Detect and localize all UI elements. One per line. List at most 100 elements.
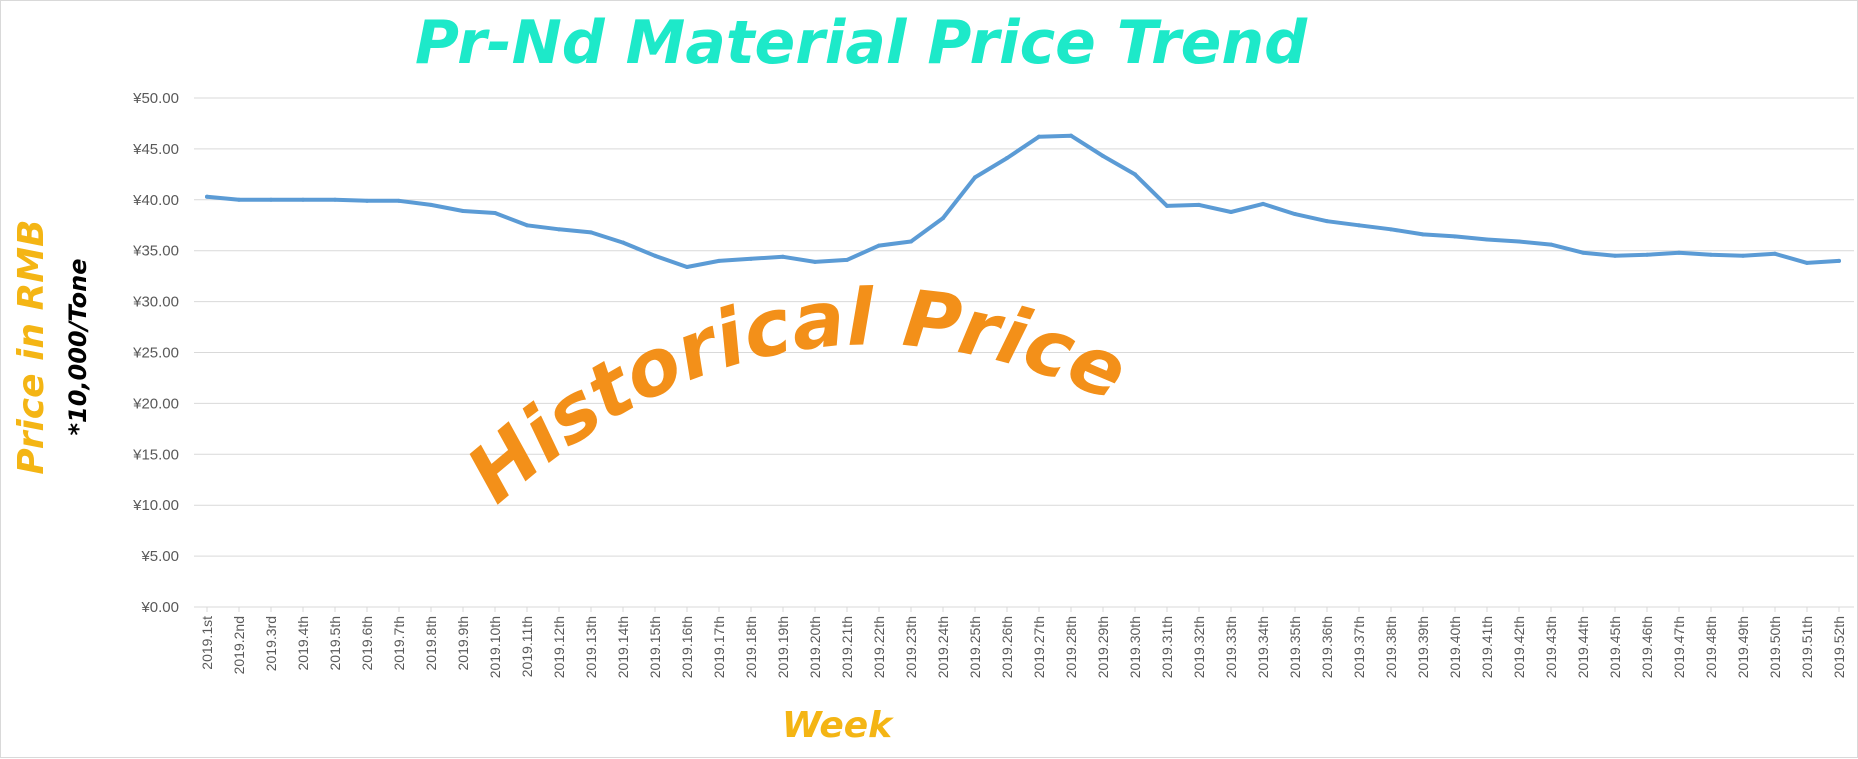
data-point: [557, 227, 561, 232]
series-layer: [205, 133, 1841, 269]
data-point: [301, 197, 305, 202]
y-tick-label: ¥35.00: [132, 243, 179, 260]
data-point: [1133, 172, 1137, 177]
data-point: [365, 198, 369, 203]
data-point: [621, 240, 625, 245]
x-tick-label: 2019.35th: [1287, 616, 1303, 678]
x-tick-label: 2019.48th: [1703, 616, 1719, 678]
x-tick-label: 2019.26th: [999, 616, 1015, 678]
x-tick-label: 2019.45th: [1607, 616, 1623, 678]
x-tick-label: 2019.36th: [1319, 616, 1335, 678]
x-tick-label: 2019.6th: [359, 616, 375, 671]
data-point: [717, 258, 721, 263]
data-point: [237, 197, 241, 202]
data-point: [525, 223, 529, 228]
data-point: [1037, 134, 1041, 139]
data-point: [1005, 156, 1009, 161]
data-point: [877, 243, 881, 248]
data-point: [1645, 252, 1649, 257]
x-tick-label: 2019.11th: [519, 616, 535, 677]
data-point: [205, 194, 209, 199]
x-tick-label: 2019.32th: [1191, 616, 1207, 678]
y-axis-ticks: ¥0.00 ¥5.00 ¥10.00 ¥15.00 ¥20.00 ¥25.00 ¥30.00…: [132, 90, 179, 616]
y-tick-label: ¥5.00: [140, 548, 179, 565]
data-point: [1197, 202, 1201, 207]
x-tick-label: 2019.18th: [743, 616, 759, 678]
y-axis-unit: *10,000/Tone: [64, 258, 92, 435]
data-point: [1613, 253, 1617, 258]
x-tick-label: 2019.33th: [1223, 616, 1239, 678]
x-tick-label: 2019.1st: [199, 616, 215, 670]
data-point: [1805, 260, 1809, 265]
data-point: [1741, 253, 1745, 258]
data-point: [781, 254, 785, 259]
data-point: [461, 208, 465, 213]
x-tick-label: 2019.37th: [1351, 616, 1367, 678]
y-tick-label: ¥10.00: [132, 497, 179, 514]
x-tick-label: 2019.40th: [1447, 616, 1463, 678]
x-tick-label: 2019.47th: [1671, 616, 1687, 678]
data-point: [685, 264, 689, 269]
y-tick-label: ¥50.00: [132, 90, 179, 107]
data-point: [1581, 250, 1585, 255]
x-tick-label: 2019.28th: [1063, 616, 1079, 678]
y-tick-label: ¥20.00: [132, 395, 179, 412]
x-tick-label: 2019.3rd: [263, 616, 279, 671]
x-tick-label: 2019.7th: [391, 616, 407, 671]
data-point: [1677, 250, 1681, 255]
x-tick-label: 2019.44th: [1575, 616, 1591, 678]
x-tick-label: 2019.5th: [327, 616, 343, 671]
data-point: [429, 202, 433, 207]
data-point: [1325, 219, 1329, 224]
x-tick-label: 2019.41th: [1479, 616, 1495, 678]
x-tick-label: 2019.17th: [711, 616, 727, 678]
x-tick-label: 2019.51th: [1799, 616, 1815, 678]
x-tick-label: 2019.22th: [871, 616, 887, 678]
data-point: [1229, 210, 1233, 215]
data-point: [1357, 223, 1361, 228]
x-tick-label: 2019.9th: [455, 616, 471, 671]
x-tick-label: 2019.34th: [1255, 616, 1271, 678]
x-tick-label: 2019.21th: [839, 616, 855, 678]
series-line-price: [205, 133, 1841, 269]
x-tick-label: 2019.31th: [1159, 616, 1175, 678]
y-tick-label: ¥15.00: [132, 446, 179, 463]
x-tick-label: 2019.42th: [1511, 616, 1527, 678]
data-point: [1165, 203, 1169, 208]
x-tick-label: 2019.12th: [551, 616, 567, 678]
y-axis-title: Price in RMB: [11, 219, 52, 474]
x-tick-label: 2019.10th: [487, 616, 503, 678]
data-point: [845, 257, 849, 262]
y-tick-label: ¥30.00: [132, 294, 179, 311]
x-tick-label: 2019.13th: [583, 616, 599, 678]
x-tick-label: 2019.24th: [935, 616, 951, 678]
x-tick-label: 2019.2nd: [231, 616, 247, 674]
historical-price-annotation: Historical Price: [451, 273, 1140, 520]
data-point: [1549, 242, 1553, 247]
data-point: [1421, 232, 1425, 237]
x-tick-label: 2019.20th: [807, 616, 823, 678]
x-tick-label: 2019.8th: [423, 616, 439, 671]
data-point: [589, 230, 593, 235]
data-point: [1453, 234, 1457, 239]
y-tick-label: ¥0.00: [140, 599, 179, 616]
data-point: [941, 216, 945, 221]
x-tick-label: 2019.19th: [775, 616, 791, 678]
x-tick-label: 2019.30th: [1127, 616, 1143, 678]
x-tick-label: 2019.27th: [1031, 616, 1047, 678]
data-point: [1101, 154, 1105, 159]
x-tick-label: 2019.25th: [967, 616, 983, 678]
data-point: [1389, 227, 1393, 232]
x-axis-ticks: 2019.1st 2019.2nd 2019.3rd 2019.4th 2019.5th…: [199, 607, 1847, 678]
data-point: [493, 211, 497, 216]
data-point: [1069, 133, 1073, 138]
data-point: [1485, 237, 1489, 242]
data-point: [1517, 239, 1521, 244]
x-tick-label: 2019.46th: [1639, 616, 1655, 678]
data-point: [1293, 212, 1297, 217]
data-point: [333, 197, 337, 202]
y-tick-label: ¥45.00: [132, 141, 179, 158]
annotation-text: Historical Price: [451, 273, 1140, 520]
